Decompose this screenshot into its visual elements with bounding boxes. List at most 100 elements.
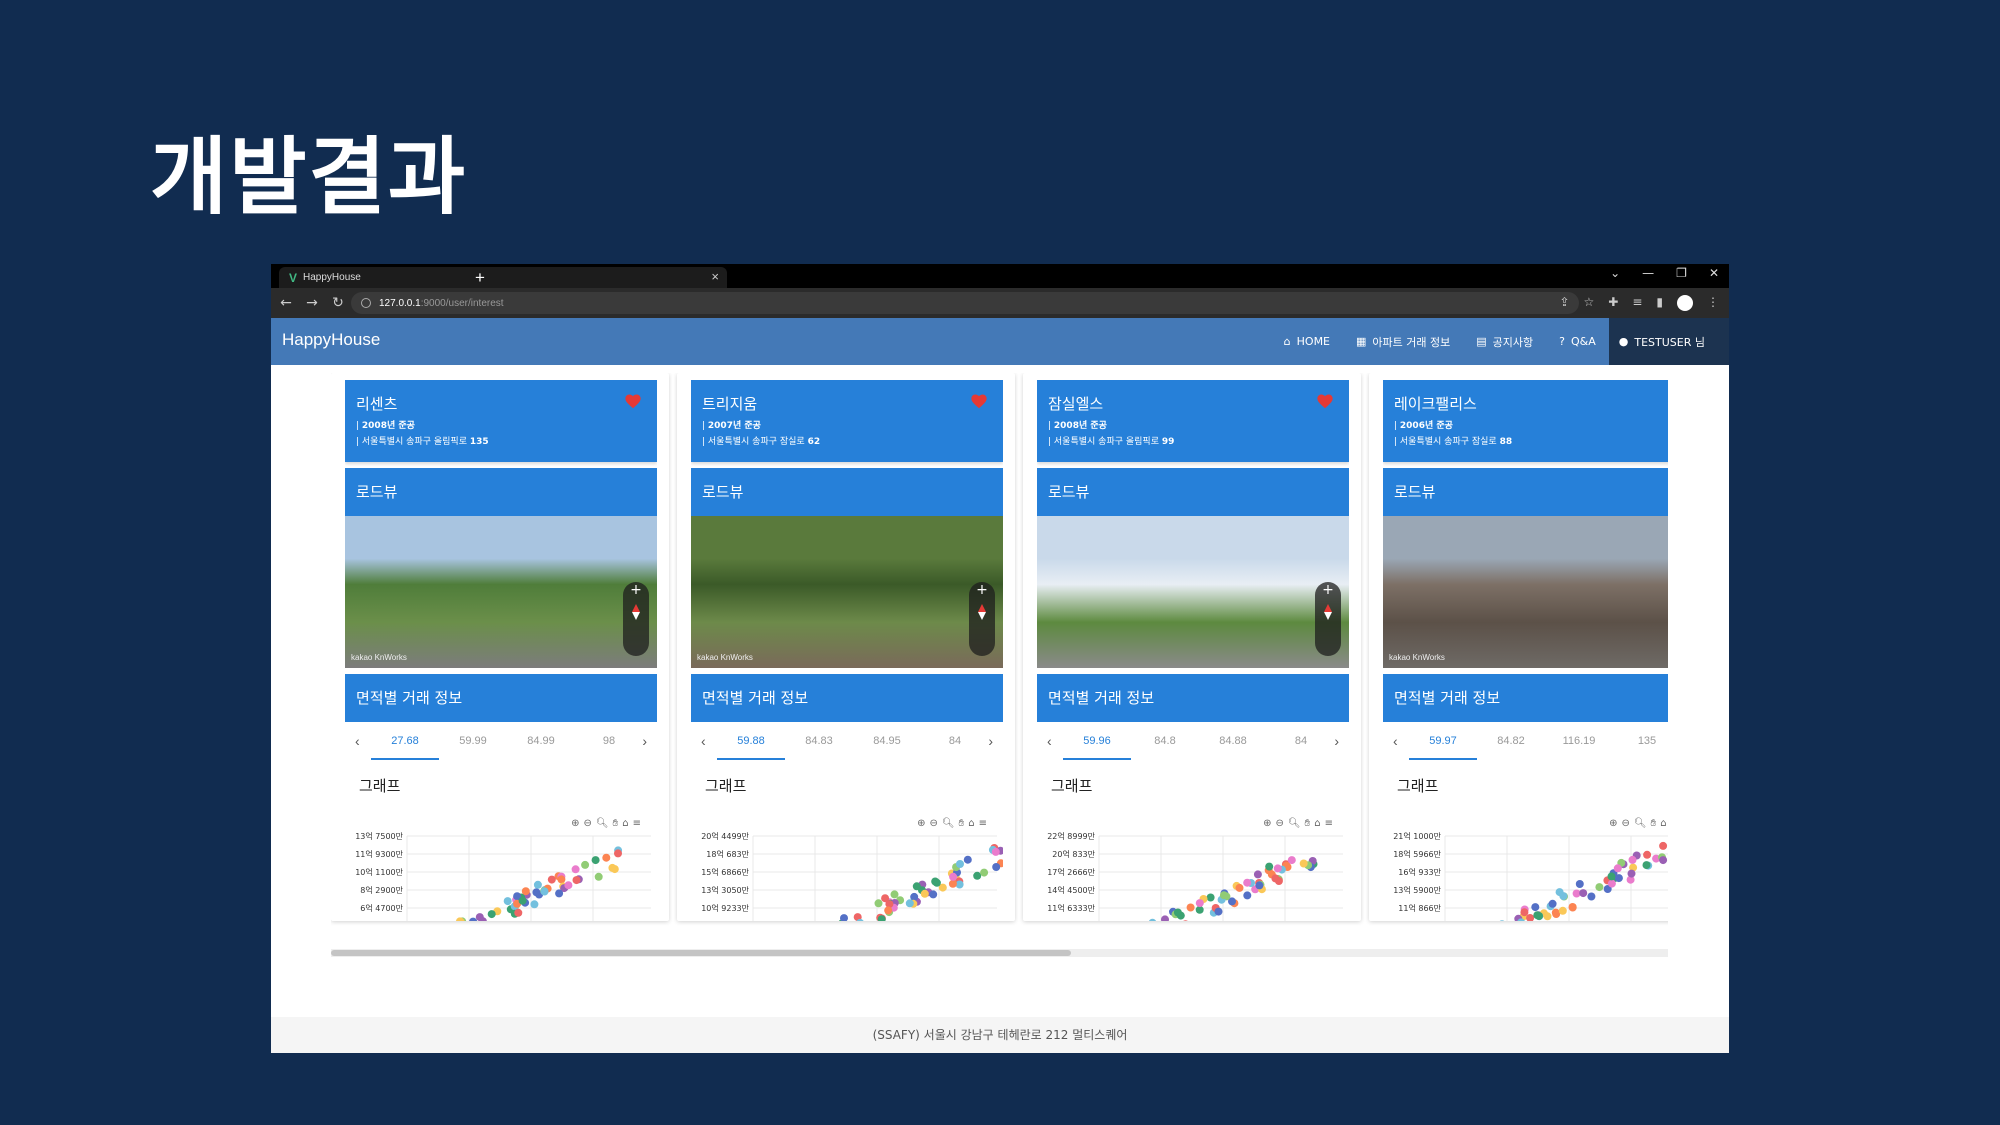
heart-icon[interactable] [1316, 393, 1334, 409]
menu-icon[interactable]: ≡ [978, 818, 987, 829]
site-info-icon[interactable] [361, 298, 371, 308]
bookmark-star-icon[interactable]: ☆ [1583, 295, 1595, 309]
scrollbar-thumb[interactable] [331, 950, 1071, 956]
scatter-point[interactable] [514, 908, 523, 917]
scatter-point[interactable] [948, 879, 957, 888]
zoom-in-icon[interactable]: + [976, 582, 988, 598]
zoom-in-icon[interactable]: ⊕ [571, 818, 580, 829]
roadview-image[interactable]: kakao KnWorks + [345, 516, 657, 668]
scatter-point[interactable] [890, 890, 899, 899]
heart-icon[interactable] [970, 393, 988, 409]
chevron-right-icon[interactable]: › [988, 733, 993, 749]
scatter-point[interactable] [530, 900, 539, 909]
scatter-point[interactable] [469, 917, 478, 921]
size-tab[interactable]: 27.68 [371, 722, 439, 760]
scatter-point[interactable] [1579, 889, 1588, 898]
menu-icon[interactable]: ≡ [1324, 818, 1333, 829]
scatter-point[interactable] [1255, 881, 1264, 890]
reload-icon[interactable]: ↻ [332, 295, 344, 311]
scatter-point[interactable] [1575, 880, 1584, 888]
zoom-in-icon[interactable]: + [630, 582, 642, 598]
scatter-point[interactable] [955, 880, 964, 889]
reading-list-icon[interactable]: ≡ [1632, 295, 1643, 309]
scatter-point[interactable] [540, 887, 549, 896]
size-tab[interactable]: 116.19 [1562, 735, 1596, 747]
scatter-point[interactable] [1659, 856, 1668, 865]
compass-icon[interactable] [1324, 604, 1332, 620]
zoom-in-icon[interactable]: ⊕ [917, 818, 926, 829]
scatter-point[interactable] [1595, 883, 1604, 892]
zoom-out-icon[interactable]: ⊖ [1621, 818, 1630, 829]
extensions-icon[interactable]: ✚ [1608, 295, 1619, 309]
scatter-point[interactable] [1607, 879, 1616, 888]
scatter-point[interactable] [1613, 864, 1622, 873]
scatter-point[interactable] [1271, 874, 1280, 883]
scatter-point[interactable] [1195, 905, 1204, 914]
scatter-point[interactable] [1265, 862, 1274, 871]
zoom-out-icon[interactable]: ⊖ [1275, 818, 1284, 829]
pan-hand-icon[interactable]: ✋︎ [612, 818, 619, 829]
scatter-point[interactable] [1548, 899, 1557, 908]
scatter-point[interactable] [1148, 918, 1157, 921]
roadview-image[interactable]: kakao KnWorks [1383, 516, 1668, 668]
scatter-point[interactable] [591, 856, 600, 865]
scatter-point[interactable] [1526, 914, 1535, 921]
scatter-point[interactable] [1206, 893, 1215, 902]
more-menu-icon[interactable]: ⋮ [1707, 295, 1719, 309]
scatter-point[interactable] [1182, 920, 1190, 921]
scatter-point[interactable] [1214, 907, 1223, 916]
reset-home-icon[interactable]: ⌂ [1314, 818, 1321, 829]
scatter-point[interactable] [884, 906, 893, 915]
forward-icon[interactable]: → [306, 295, 318, 311]
scatter-point[interactable] [1607, 872, 1616, 881]
reset-home-icon[interactable]: ⌂ [968, 818, 975, 829]
scatter-point[interactable] [1533, 911, 1542, 920]
scatter-point[interactable] [1531, 903, 1540, 912]
scatter-point[interactable] [1628, 855, 1637, 864]
size-tab[interactable]: 59.96 [1063, 722, 1131, 760]
scatter-point[interactable] [1186, 903, 1195, 912]
roadview-image[interactable]: + [1037, 516, 1349, 668]
scatter-point[interactable] [533, 880, 542, 889]
scatter-point[interactable] [1626, 875, 1635, 884]
scatter-point[interactable] [1287, 856, 1296, 865]
scatter-point[interactable] [1228, 897, 1236, 906]
scatter-point[interactable] [547, 875, 556, 884]
scatter-point[interactable] [1273, 864, 1282, 873]
scatter-point[interactable] [912, 882, 921, 891]
scatter-point[interactable] [1587, 892, 1596, 901]
scatter-point[interactable] [608, 863, 617, 872]
scatter-point[interactable] [1558, 906, 1567, 915]
scatter-point[interactable] [1614, 874, 1623, 883]
chevron-left-icon[interactable]: ‹ [355, 733, 360, 749]
scatter-point[interactable] [956, 860, 964, 868]
scatter-point[interactable] [513, 892, 522, 901]
size-tab[interactable]: 84.95 [873, 735, 901, 747]
scatter-point[interactable] [518, 896, 527, 905]
scatter-point[interactable] [910, 892, 919, 901]
scatter-point[interactable] [1642, 861, 1651, 870]
zoom-in-icon[interactable]: ⊕ [1609, 818, 1618, 829]
scatter-point[interactable] [877, 915, 886, 921]
scatter-point[interactable] [1176, 911, 1185, 920]
scatter-point[interactable] [1498, 920, 1506, 921]
scatter-point[interactable] [455, 917, 464, 921]
url-input[interactable]: 127.0.0.1:9000/user/interest [351, 292, 1579, 314]
compass-icon[interactable] [632, 604, 640, 620]
zoom-in-icon[interactable]: ⊕ [1263, 818, 1272, 829]
interest-card-list[interactable]: 리센츠 | 2008년 준공 | 서울특별시 송파구 올림픽로 135 로드뷰 … [331, 373, 1668, 949]
zoom-out-icon[interactable]: ⊖ [583, 818, 592, 829]
size-tab[interactable]: 84 [948, 735, 962, 747]
close-window-icon[interactable]: ✕ [1708, 266, 1719, 280]
scatter-point[interactable] [1219, 891, 1228, 900]
scatter-point[interactable] [557, 875, 566, 884]
scatter-point[interactable] [1243, 878, 1252, 887]
nav-notice[interactable]: ▤ 공지사항 [1463, 318, 1546, 365]
size-tab[interactable]: 84.8 [1154, 735, 1176, 747]
scatter-point[interactable] [874, 899, 883, 908]
scatter-point[interactable] [555, 889, 564, 898]
scatter-point[interactable] [1243, 891, 1252, 900]
scatter-point[interactable] [1552, 910, 1561, 918]
size-tab[interactable]: 84.83 [805, 735, 833, 747]
scatter-point[interactable] [1520, 908, 1529, 917]
